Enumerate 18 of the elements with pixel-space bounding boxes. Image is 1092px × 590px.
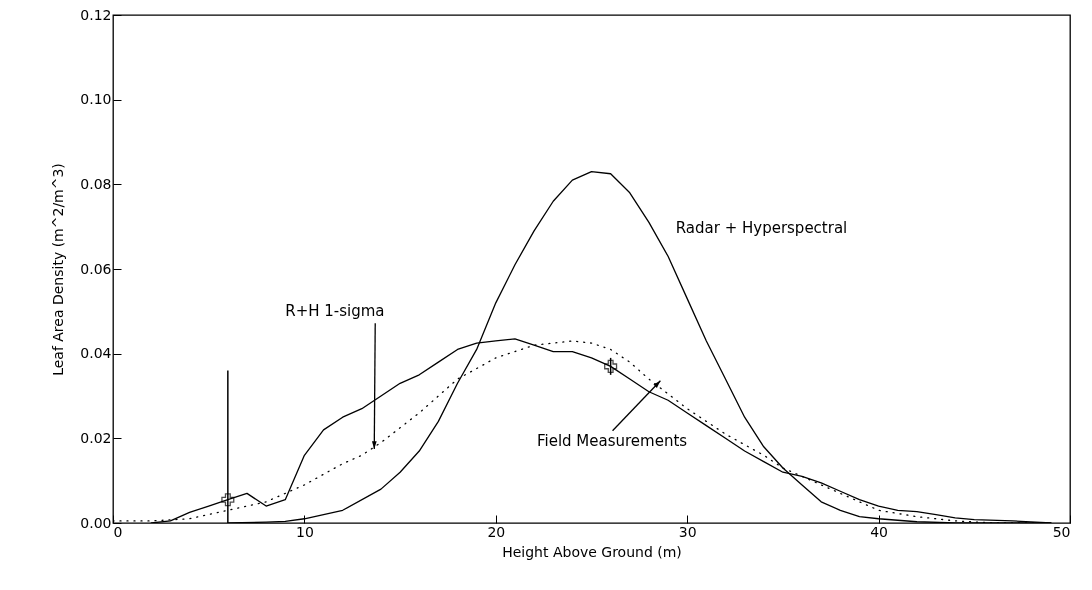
x-tick-label: 0 [113,523,123,540]
y-tick-label: 0.06 [80,260,112,277]
y-tick-label: 0.00 [80,514,112,531]
series-label: Field Measurements [536,432,688,451]
text: R+H 1-sigma [285,301,385,320]
x-tick-label: 20 [487,523,506,540]
y-tick-label: 0.10 [80,91,112,108]
y-tick-label: 0.02 [80,429,112,446]
x-tick-label: 30 [678,523,697,540]
x-tick-label: 40 [870,523,889,540]
y-tick-label: 0.04 [80,345,112,362]
y-tick-label: 0.08 [80,175,112,192]
y-axis-title: Leaf Area Density (m^2/m^3) [50,163,67,376]
x-tick-label: 10 [295,523,314,540]
series-label: Radar + Hyperspectral [675,218,848,237]
x-tick-label: 50 [1052,523,1071,540]
x-axis-title: Height Above Ground (m) [502,543,682,560]
y-tick-label: 0.12 [80,6,112,23]
